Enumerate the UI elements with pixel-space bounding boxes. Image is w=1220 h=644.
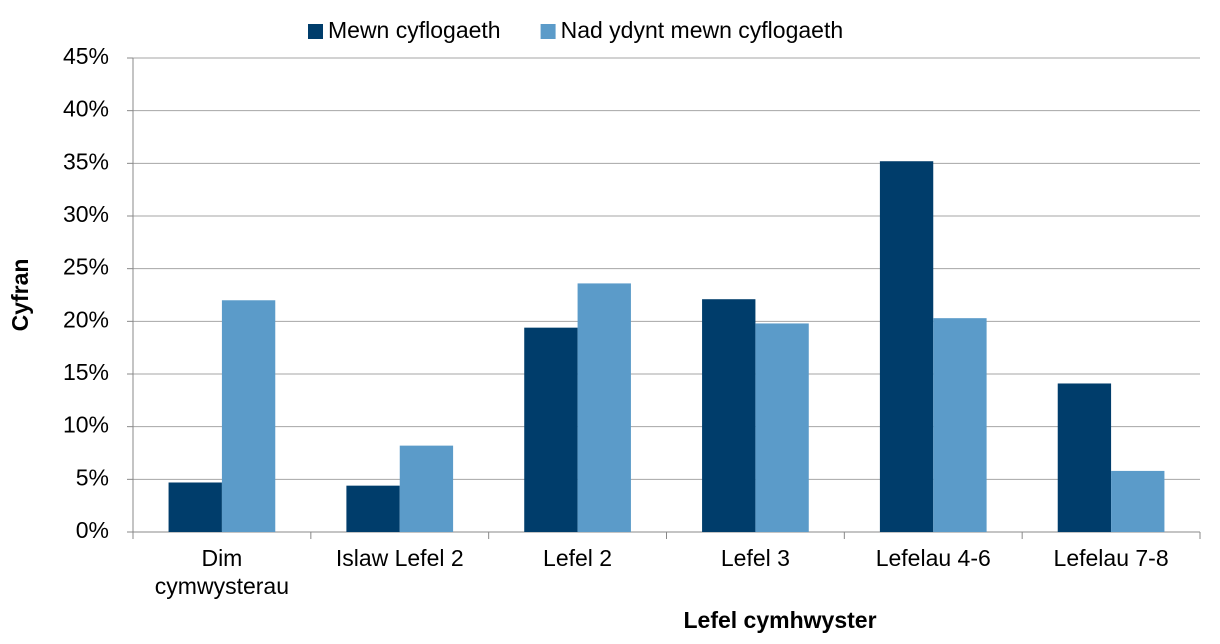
bar: [879, 161, 934, 532]
bar: [702, 299, 756, 532]
x-axis-title: Lefel cymhwyster: [683, 607, 876, 633]
y-tick-label: 10%: [63, 412, 109, 438]
bar: [346, 485, 400, 532]
y-tick-label: 35%: [63, 148, 109, 174]
bar: [399, 445, 454, 532]
bar: [755, 323, 809, 532]
bar: [221, 300, 276, 532]
x-tick-label: Lefel 2: [543, 545, 613, 571]
x-tick-label: Dim cymwysterau: [154, 545, 289, 599]
y-tick-label: 30%: [63, 201, 109, 227]
bar: [168, 482, 222, 532]
y-tick-label: 0%: [76, 517, 109, 543]
x-tick-label: Lefelau 4-6: [875, 545, 991, 571]
x-tick-label: Lefelau 7-8: [1053, 545, 1169, 571]
bar: [524, 327, 578, 532]
y-tick-label: 5%: [76, 464, 109, 490]
y-tick-label: 40%: [63, 96, 109, 122]
x-tick-label: Islaw Lefel 2: [335, 545, 464, 571]
legend-swatch: [540, 24, 556, 39]
x-tick-label: Lefel 3: [720, 545, 790, 571]
y-tick-label: 20%: [63, 306, 109, 332]
bar: [577, 283, 631, 532]
bar: [933, 318, 987, 532]
y-tick-label: 25%: [63, 254, 109, 280]
y-tick-label: 15%: [63, 359, 109, 385]
bar: [1057, 383, 1112, 532]
bar: [1111, 470, 1165, 532]
legend-swatch: [308, 24, 323, 39]
y-tick-label: 45%: [63, 43, 109, 69]
legend-label: Mewn cyflogaeth: [328, 17, 501, 43]
legend-label: Nad ydynt mewn cyflogaeth: [561, 17, 844, 43]
y-axis-title: Cyfran: [7, 259, 33, 332]
